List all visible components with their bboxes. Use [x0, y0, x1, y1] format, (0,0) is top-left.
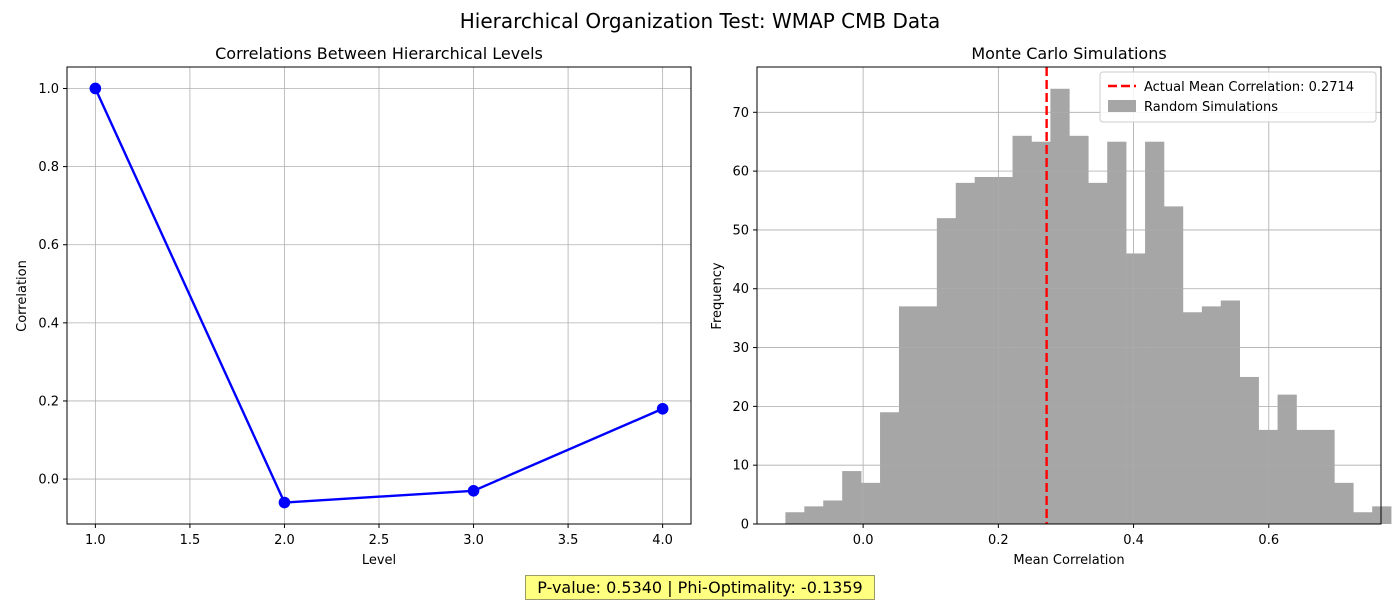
- histogram-bar: [1372, 506, 1392, 524]
- left-y-tick-label: 0.0: [38, 473, 59, 488]
- right-x-tick-label: 0.0: [853, 533, 874, 548]
- histogram-bar: [804, 506, 824, 524]
- histogram-bar: [1031, 141, 1051, 524]
- right-chart-title: Monte Carlo Simulations: [971, 44, 1166, 63]
- legend-label-random-simulations: Random Simulations: [1144, 100, 1278, 115]
- left-y-tick-label: 1.0: [38, 82, 59, 97]
- right-x-tick-label: 0.2: [988, 533, 1009, 548]
- left-x-tick-label: 1.5: [180, 533, 201, 548]
- correlation-point: [467, 484, 480, 497]
- histogram-bar: [917, 306, 938, 524]
- left-x-tick-label: 3.5: [558, 533, 579, 548]
- left-y-tick-label: 0.4: [38, 316, 59, 331]
- right-y-tick-label: 30: [732, 341, 749, 356]
- histogram-bar: [1145, 141, 1165, 524]
- histogram-bar: [1088, 182, 1108, 524]
- right-y-tick-label: 40: [732, 282, 749, 297]
- histogram-bar: [955, 182, 975, 524]
- histogram-bar: [1296, 429, 1316, 524]
- correlation-line-chart: Correlations Between Hierarchical Levels…: [15, 44, 692, 568]
- figure: Hierarchical Organization Test: WMAP CMB…: [15, 9, 1392, 568]
- correlation-point: [656, 402, 669, 415]
- histogram-bar: [1107, 141, 1127, 524]
- right-x-axis-label: Mean Correlation: [1013, 553, 1124, 568]
- right-y-tick-label: 0: [741, 518, 749, 533]
- right-x-tick-label: 0.4: [1123, 533, 1144, 548]
- right-axes-frame: [756, 66, 1382, 525]
- left-y-tick-label: 0.2: [38, 394, 59, 409]
- histogram-bar: [974, 176, 994, 524]
- left-y-tick-label: 0.6: [38, 238, 59, 253]
- histogram-bar: [993, 176, 1013, 524]
- left-x-tick-label: 4.0: [652, 533, 673, 548]
- left-chart-title: Correlations Between Hierarchical Levels: [215, 44, 543, 63]
- right-y-axis-label: Frequency: [710, 262, 725, 329]
- correlation-point: [278, 496, 291, 509]
- right-y-tick-label: 50: [732, 223, 749, 238]
- histogram-bar: [823, 500, 843, 524]
- right-x-tick-label: 0.6: [1258, 533, 1279, 548]
- histogram-bar: [1201, 306, 1222, 524]
- histogram-bar: [898, 306, 919, 524]
- histogram-legend: Actual Mean Correlation: 0.2714 Random Si…: [1099, 71, 1377, 123]
- histogram-bar: [1258, 429, 1278, 524]
- left-y-tick-label: 0.8: [38, 160, 59, 175]
- histogram-bar: [1277, 394, 1297, 524]
- histogram-bar: [1220, 300, 1241, 524]
- histogram-bar: [1239, 376, 1259, 524]
- histogram-bar: [936, 218, 957, 524]
- histogram-bar: [1126, 253, 1146, 524]
- histogram-bar: [1050, 88, 1070, 524]
- left-x-tick-label: 2.5: [369, 533, 390, 548]
- left-x-tick-label: 3.0: [463, 533, 484, 548]
- histogram-bar: [842, 471, 862, 524]
- histogram-bar: [1315, 429, 1335, 524]
- histogram-bar: [1069, 135, 1089, 524]
- right-y-tick-label: 20: [732, 400, 749, 415]
- legend-frame: [1099, 71, 1377, 123]
- legend-patch-swatch: [1108, 100, 1136, 112]
- histogram-bar: [1163, 206, 1184, 524]
- histogram-bar: [1334, 482, 1354, 524]
- figure-suptitle: Hierarchical Organization Test: WMAP CMB…: [460, 9, 940, 33]
- left-x-axis-label: Level: [362, 553, 396, 568]
- left-x-tick-label: 1.0: [85, 533, 106, 548]
- legend-label-actual-mean: Actual Mean Correlation: 0.2714: [1144, 80, 1354, 95]
- histogram-bar: [1182, 312, 1203, 524]
- right-y-tick-label: 60: [732, 165, 749, 180]
- right-y-tick-label: 10: [732, 459, 749, 474]
- histogram-bar: [785, 512, 805, 524]
- histogram-bar: [861, 482, 881, 524]
- left-x-tick-label: 2.0: [274, 533, 295, 548]
- monte-carlo-histogram: Monte Carlo Simulations Mean Correlation…: [710, 44, 1392, 568]
- correlation-point: [89, 82, 102, 95]
- left-y-axis-label: Correlation: [15, 260, 30, 332]
- right-y-tick-label: 70: [732, 106, 749, 121]
- histogram-bar: [1012, 135, 1032, 524]
- correlation-series-line: [94, 87, 664, 504]
- histogram-bar: [880, 412, 900, 524]
- histogram-bar: [1353, 512, 1373, 524]
- stats-summary-box: P-value: 0.5340 | Phi-Optimality: -0.135…: [525, 575, 875, 600]
